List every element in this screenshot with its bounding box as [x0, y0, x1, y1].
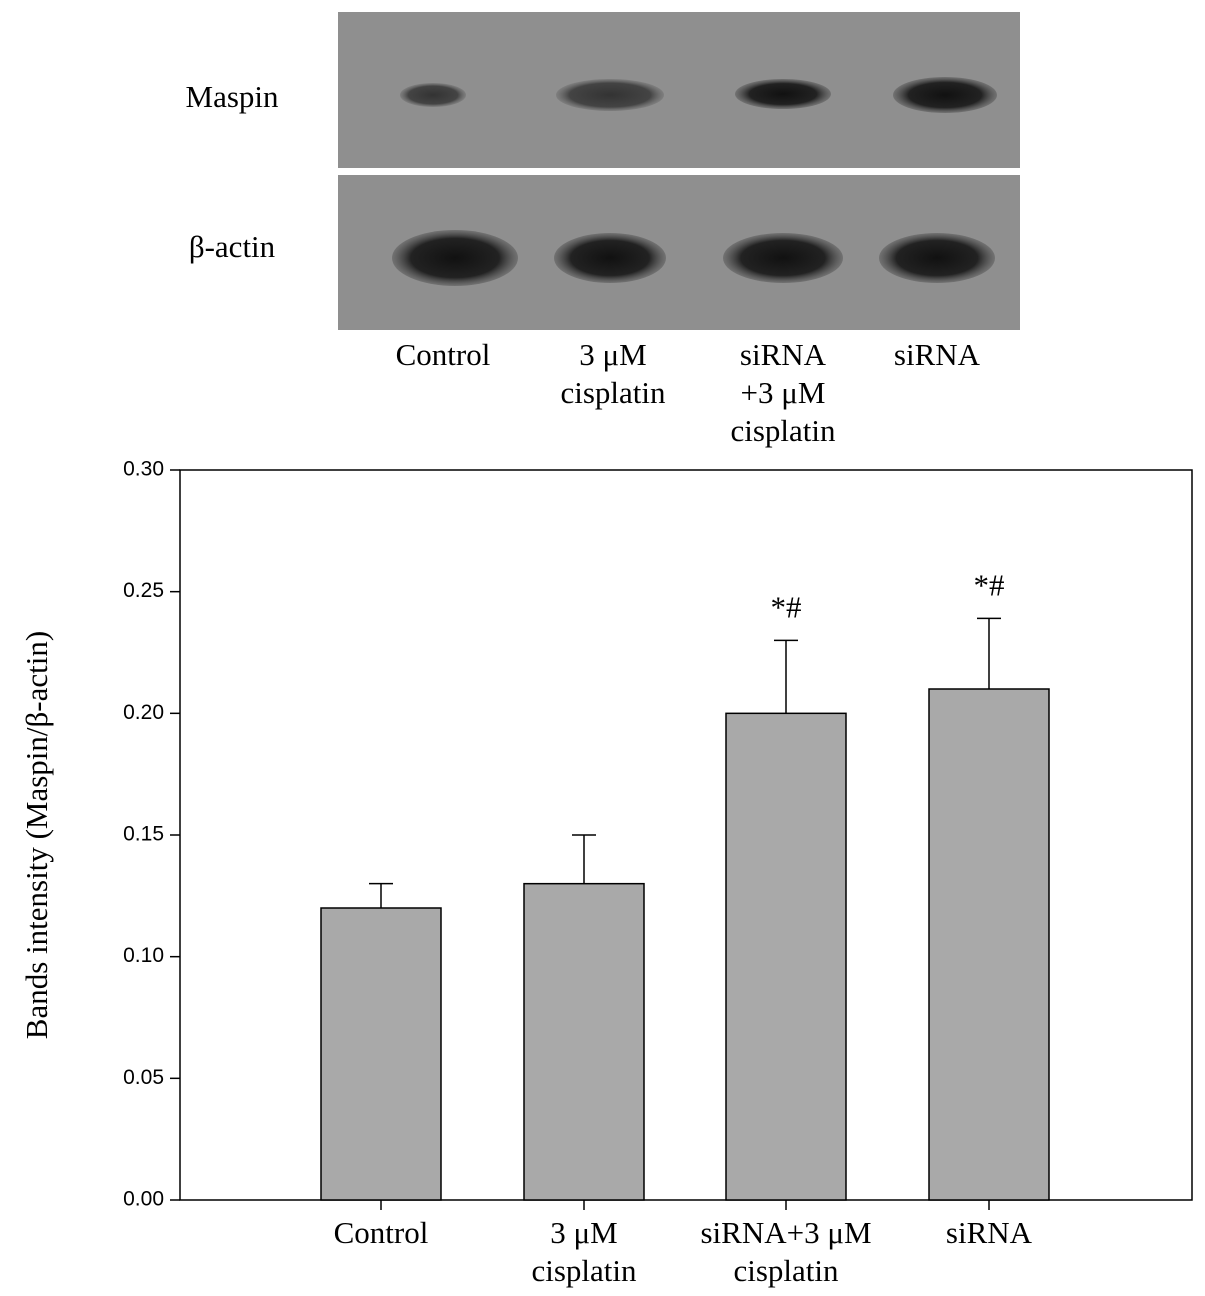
y-axis-label: Bands intensity (Maspin/β-actin) — [19, 631, 54, 1039]
band — [893, 77, 997, 113]
band — [392, 230, 518, 286]
x-tick-label: 3 μM — [550, 1215, 617, 1250]
blot-row-label: Maspin — [186, 79, 280, 114]
bar — [725, 712, 847, 1201]
lane-label: cisplatin — [730, 413, 836, 448]
band — [879, 233, 995, 283]
x-tick-label: siRNA+3 μM — [700, 1215, 871, 1250]
band — [554, 233, 666, 283]
y-tick-label: 0.25 — [123, 579, 164, 602]
x-tick-label: cisplatin — [733, 1253, 839, 1288]
blot-row-label: β-actin — [189, 229, 276, 264]
bar — [523, 882, 645, 1201]
x-tick-label: Control — [334, 1215, 429, 1250]
value-annotation: *# — [771, 589, 802, 624]
bar — [320, 907, 442, 1201]
y-tick-label: 0.05 — [123, 1066, 164, 1089]
bar — [928, 688, 1050, 1201]
value-annotation: *# — [974, 568, 1005, 603]
lane-label: Control — [396, 337, 491, 372]
band — [723, 233, 843, 283]
band — [556, 79, 664, 111]
x-tick-label: cisplatin — [531, 1253, 637, 1288]
y-tick-label: 0.20 — [123, 701, 164, 724]
band — [400, 83, 466, 107]
lane-label: siRNA — [740, 337, 827, 372]
y-tick-label: 0.30 — [123, 458, 164, 481]
lane-label: siRNA — [894, 337, 981, 372]
y-tick-label: 0.00 — [123, 1188, 164, 1211]
lane-label: cisplatin — [560, 375, 666, 410]
lane-label: 3 μM — [579, 337, 646, 372]
band — [735, 79, 831, 109]
x-tick-label: siRNA — [946, 1215, 1033, 1250]
y-tick-label: 0.15 — [123, 823, 164, 846]
y-tick-label: 0.10 — [123, 944, 164, 967]
lane-label: +3 μM — [741, 375, 826, 410]
